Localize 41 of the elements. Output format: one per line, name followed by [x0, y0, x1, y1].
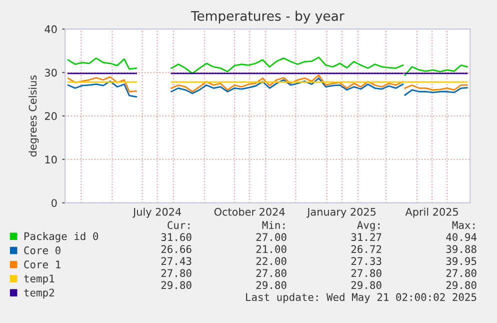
text: 29.80	[256, 281, 286, 290]
text: 26.72	[351, 245, 382, 254]
y-axis-title: degrees Celsius	[28, 75, 39, 156]
text: 27.80	[256, 269, 286, 278]
text: 31.60	[161, 233, 192, 242]
text: 22.00	[256, 257, 286, 266]
text: 26.66	[161, 245, 192, 254]
x-tick-label: April 2025	[405, 208, 458, 218]
text: 21.00	[256, 245, 286, 254]
text: 29.80	[446, 281, 476, 290]
x-tick-label: July 2024	[132, 208, 182, 218]
text: Min:	[262, 220, 284, 229]
x-tick-label: January 2025	[306, 208, 376, 218]
text: 27.00	[256, 233, 286, 242]
legend-label: Core 0	[24, 246, 60, 254]
y-tick-label: 10	[45, 156, 57, 164]
text: 31.27	[351, 233, 382, 242]
y-tick-label: 0	[52, 199, 57, 207]
text: 39.88	[446, 245, 476, 254]
text: 27.43	[161, 257, 192, 266]
text: 27.33	[351, 257, 382, 266]
text: 27.80	[161, 269, 192, 278]
text: 29.80	[351, 281, 382, 290]
y-tick-label: 40	[44, 25, 57, 34]
legend-label: Package id 0	[24, 232, 98, 242]
text: 27.80	[446, 269, 476, 278]
legend-label: temp2	[24, 288, 54, 299]
text: 27.80	[351, 269, 382, 278]
legend-label: Core 1	[24, 260, 60, 268]
text: 29.80	[161, 281, 192, 290]
y-tick-label: 20	[44, 112, 57, 120]
text: Avg:	[357, 221, 380, 232]
text: Last update: Wed May 21 02:00:02 2025	[246, 292, 476, 304]
text: 39.95	[446, 257, 476, 266]
y-tick-label: 30	[45, 68, 57, 77]
text: Cur:	[168, 221, 190, 230]
chart-title: Temperatures - by year	[190, 10, 344, 24]
text: Max:	[452, 221, 474, 230]
text: 40.94	[446, 233, 477, 242]
x-tick-label: October 2024	[214, 208, 285, 216]
legend-label: temp1	[24, 274, 54, 284]
